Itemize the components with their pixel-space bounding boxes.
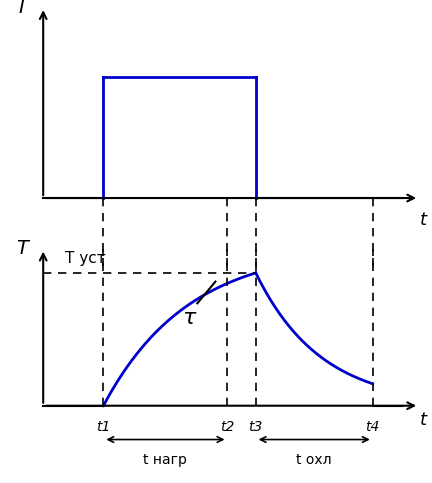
Text: τ: τ bbox=[182, 308, 195, 328]
Text: t: t bbox=[420, 411, 427, 429]
Text: t: t bbox=[420, 211, 427, 229]
Text: t2: t2 bbox=[220, 420, 235, 434]
Text: T: T bbox=[16, 239, 28, 258]
Text: t4: t4 bbox=[365, 420, 380, 434]
Text: t3: t3 bbox=[248, 420, 263, 434]
Text: t охл: t охл bbox=[296, 453, 332, 467]
Text: T уст: T уст bbox=[65, 251, 105, 266]
Text: t нагр: t нагр bbox=[143, 453, 187, 467]
Text: t1: t1 bbox=[96, 420, 111, 434]
Text: I: I bbox=[19, 0, 25, 17]
